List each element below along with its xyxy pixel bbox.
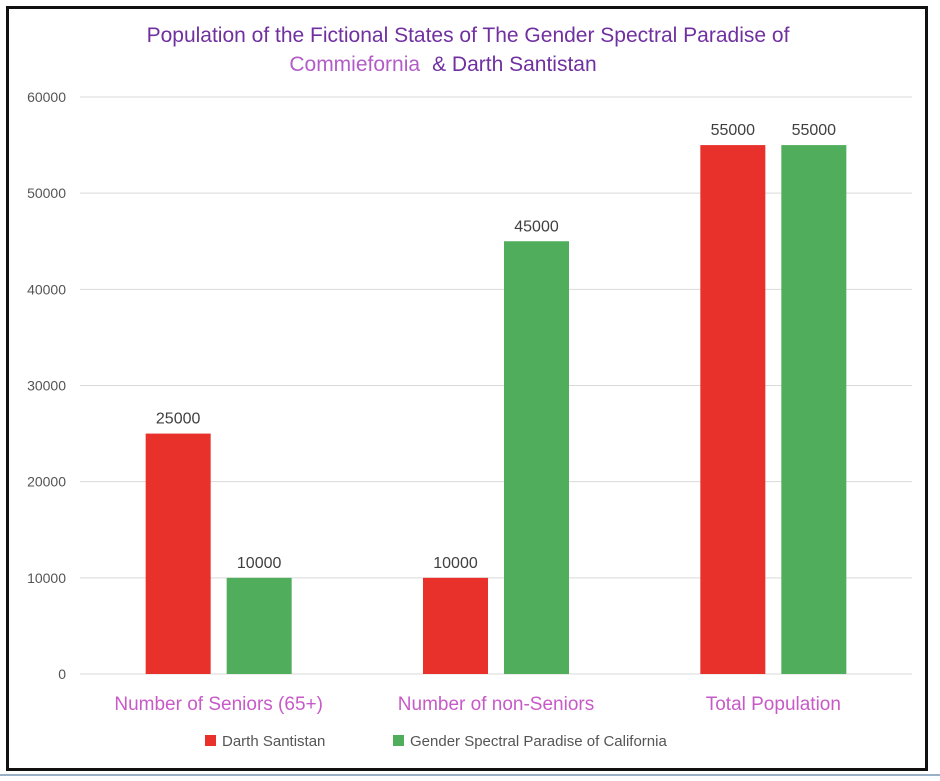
legend-swatch [205, 735, 216, 746]
legend-swatch [393, 735, 404, 746]
legend-label: Darth Santistan [222, 733, 325, 750]
y-tick-label: 60000 [27, 89, 66, 105]
bar [781, 145, 847, 675]
category-label: Number of non-Seniors [398, 694, 594, 715]
y-tick-label: 0 [58, 666, 66, 682]
data-label: 10000 [237, 555, 282, 572]
y-tick-label: 20000 [27, 474, 66, 490]
data-labels: 25000 10000 10000 45000 55000 55000 [156, 122, 836, 572]
category-label: Number of Seniors (65+) [114, 694, 323, 715]
bar [145, 433, 211, 674]
data-label: 55000 [792, 122, 837, 139]
category-label: Total Population [706, 694, 841, 715]
bar [700, 145, 766, 675]
legend: Darth Santistan Gender Spectral Paradise … [205, 733, 667, 750]
bars [145, 145, 847, 675]
gridlines [80, 96, 912, 675]
chart-title-line1: Population of the Fictional States of Th… [147, 24, 790, 47]
category-labels: Number of Seniors (65+) Number of non-Sen… [114, 694, 841, 715]
chart-title-part-commiefornia: Commiefornia [289, 53, 420, 76]
bar [504, 241, 569, 674]
y-tick-label: 30000 [27, 378, 66, 394]
bar [226, 577, 292, 674]
bar [423, 577, 488, 674]
data-label: 45000 [514, 218, 559, 235]
y-tick-label: 40000 [27, 281, 66, 297]
data-label: 55000 [711, 122, 756, 139]
data-label: 10000 [433, 555, 478, 572]
y-tick-label: 10000 [27, 570, 66, 586]
y-tick-label: 50000 [27, 185, 66, 201]
page-bottom-rule [0, 774, 940, 776]
chart-title-part-darth-santistan: & Darth Santistan [432, 53, 597, 76]
legend-label: Gender Spectral Paradise of California [410, 733, 667, 750]
y-axis-ticks: 0 10000 20000 30000 40000 50000 60000 [27, 89, 66, 682]
chart-title-line2: Commiefornia & Darth Santistan [289, 53, 596, 76]
data-label: 25000 [156, 411, 201, 428]
